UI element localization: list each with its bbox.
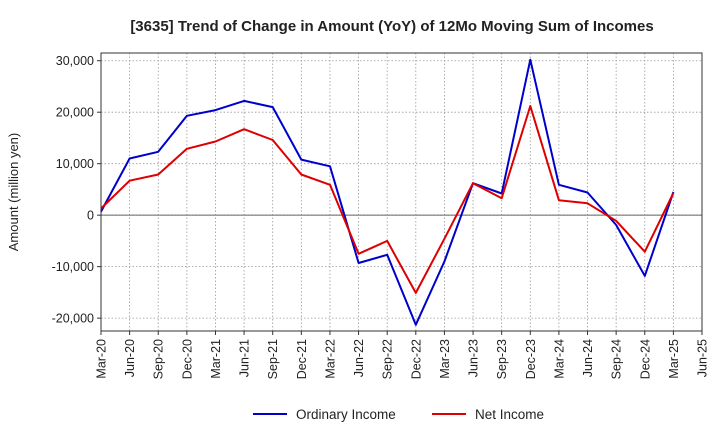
x-tick-label: Mar-21 — [209, 339, 223, 379]
x-tick-label: Mar-20 — [95, 339, 109, 379]
x-tick-label: Mar-25 — [667, 339, 681, 379]
y-tick-label: -10,000 — [52, 260, 94, 274]
y-axis-label: Amount (million yen) — [6, 133, 21, 252]
x-tick-label: Jun-23 — [467, 339, 481, 377]
x-tick-label: Mar-22 — [323, 339, 337, 379]
x-tick-label: Jun-21 — [238, 339, 252, 377]
x-tick-label: Sep-24 — [610, 339, 624, 379]
y-tick-label: 10,000 — [56, 157, 94, 171]
x-tick-label: Dec-20 — [180, 339, 194, 379]
y-tick-label: 20,000 — [56, 106, 94, 120]
legend-label: Net Income — [475, 407, 544, 422]
x-tick-label: Jun-25 — [696, 339, 710, 377]
x-tick-label: Dec-23 — [524, 339, 538, 379]
x-tick-label: Sep-22 — [381, 339, 395, 379]
y-axis-ticks: -20,000 -10,000 0 10,000 20,000 30,000 — [52, 54, 101, 325]
y-tick-label: 0 — [87, 209, 94, 223]
x-tick-label: Mar-23 — [438, 339, 452, 379]
x-tick-label: Jun-22 — [352, 339, 366, 377]
x-tick-label: Jun-24 — [581, 339, 595, 377]
x-tick-label: Dec-21 — [295, 339, 309, 379]
x-tick-label: Sep-23 — [495, 339, 509, 379]
x-axis-ticks: Mar-20 Jun-20 Sep-20 Dec-20 Mar-21 Jun-21 Sep-… — [95, 331, 710, 379]
legend: Ordinary Income Net Income — [253, 407, 544, 422]
x-tick-label: Jun-20 — [123, 339, 137, 377]
x-tick-label: Sep-20 — [152, 339, 166, 379]
x-tick-label: Dec-22 — [409, 339, 423, 379]
legend-label: Ordinary Income — [296, 407, 396, 422]
y-tick-label: 30,000 — [56, 54, 94, 68]
x-tick-label: Mar-24 — [552, 339, 566, 379]
chart-title: [3635] Trend of Change in Amount (YoY) o… — [130, 18, 653, 35]
x-tick-label: Sep-21 — [266, 339, 280, 379]
y-tick-label: -20,000 — [52, 312, 94, 326]
x-tick-label: Dec-24 — [638, 339, 652, 379]
